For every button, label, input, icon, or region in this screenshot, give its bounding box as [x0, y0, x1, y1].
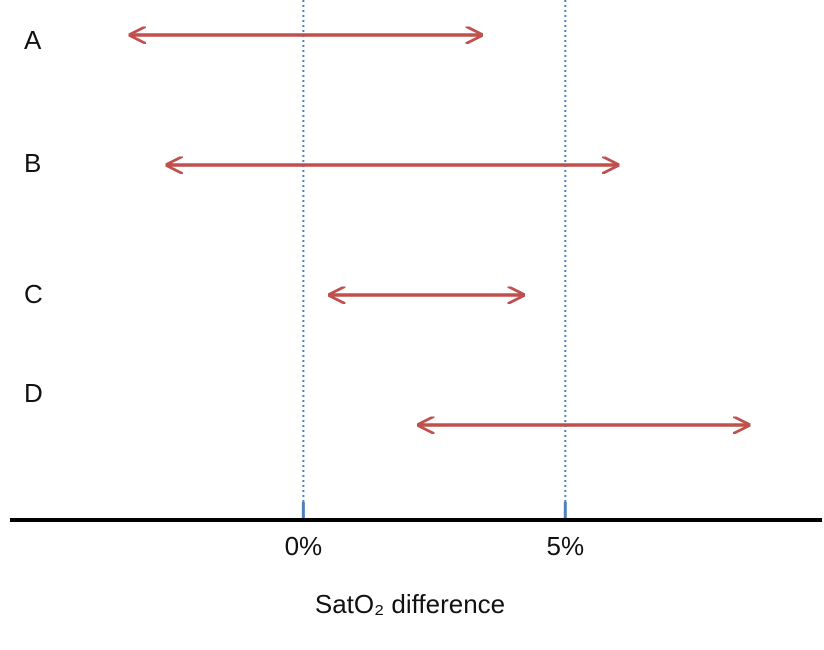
- category-label: A: [24, 25, 42, 55]
- x-axis-title: SatO₂ difference: [315, 589, 505, 619]
- category-label: D: [24, 378, 43, 408]
- category-label: B: [24, 148, 41, 178]
- x-tick-label: 5%: [547, 531, 585, 561]
- category-label: C: [24, 279, 43, 309]
- x-tick-label: 0%: [285, 531, 323, 561]
